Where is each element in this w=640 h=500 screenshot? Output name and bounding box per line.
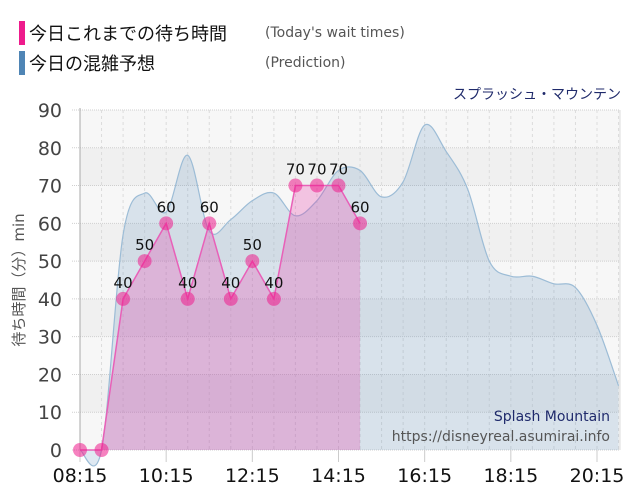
svg-text:20: 20 <box>38 364 62 386</box>
data-label: 50 <box>135 236 154 254</box>
svg-text:0: 0 <box>50 440 62 462</box>
data-label: 60 <box>350 198 369 216</box>
data-point <box>202 216 217 231</box>
data-point <box>331 178 346 193</box>
legend: 今日これまでの待ち時間 (Today's wait times) 今日の混雑予想… <box>19 18 405 78</box>
data-label: 40 <box>221 274 240 292</box>
legend-item-prediction: 今日の混雑予想 (Prediction) <box>19 48 405 78</box>
attraction-title-jp: スプラッシュ・マウンテン <box>453 87 621 103</box>
svg-text:20:15: 20:15 <box>570 465 625 487</box>
today-swatch <box>19 21 25 45</box>
data-point <box>73 443 87 457</box>
data-point <box>180 291 195 306</box>
data-label: 40 <box>178 274 197 292</box>
svg-text:08:15: 08:15 <box>53 465 108 487</box>
watermark-url: https://disneyreal.asumirai.info <box>392 429 610 445</box>
svg-text:10: 10 <box>38 402 62 424</box>
data-label: 70 <box>286 161 305 179</box>
legend-sublabel-prediction: (Prediction) <box>265 55 346 71</box>
data-point <box>353 216 368 231</box>
svg-text:12:15: 12:15 <box>225 465 280 487</box>
prediction-swatch <box>19 51 25 75</box>
svg-text:14:15: 14:15 <box>311 465 366 487</box>
legend-item-today: 今日これまでの待ち時間 (Today's wait times) <box>19 18 405 48</box>
data-point <box>309 178 324 193</box>
data-label: 40 <box>114 274 133 292</box>
data-point <box>245 254 260 269</box>
svg-text:70: 70 <box>38 176 62 198</box>
today-series <box>73 178 368 457</box>
data-label: 40 <box>264 274 283 292</box>
prediction-series <box>79 123 620 467</box>
grid-lines <box>72 108 621 458</box>
data-label: 70 <box>329 161 348 179</box>
data-label: 50 <box>243 236 262 254</box>
svg-text:10:15: 10:15 <box>139 465 194 487</box>
plot-background <box>80 110 620 450</box>
svg-text:60: 60 <box>38 213 62 235</box>
svg-text:40: 40 <box>38 289 62 311</box>
svg-text:30: 30 <box>38 327 62 349</box>
data-point <box>159 216 174 231</box>
legend-label-prediction: 今日の混雑予想 <box>29 54 155 75</box>
legend-label-today: 今日これまでの待ち時間 <box>29 24 227 45</box>
svg-text:90: 90 <box>38 100 62 122</box>
attraction-title-en: Splash Mountain <box>494 409 610 425</box>
x-axis: 08:15 10:15 12:15 14:15 16:15 18:15 20:15 <box>53 450 625 487</box>
svg-text:18:15: 18:15 <box>483 465 538 487</box>
data-point <box>116 291 131 306</box>
svg-text:16:15: 16:15 <box>397 465 452 487</box>
data-label: 60 <box>157 198 176 216</box>
data-label: 70 <box>307 161 326 179</box>
svg-text:80: 80 <box>38 138 62 160</box>
y-axis: 0 10 20 30 40 50 60 70 80 90 <box>38 100 62 462</box>
y-axis-title: 待ち時間（分）min <box>10 213 28 346</box>
data-label: 60 <box>200 198 219 216</box>
data-point <box>94 443 109 457</box>
data-point <box>288 178 303 193</box>
data-point <box>266 291 281 306</box>
legend-sublabel-today: (Today's wait times) <box>265 25 405 41</box>
data-point <box>223 291 238 306</box>
data-point <box>137 254 152 269</box>
svg-text:50: 50 <box>38 251 62 273</box>
